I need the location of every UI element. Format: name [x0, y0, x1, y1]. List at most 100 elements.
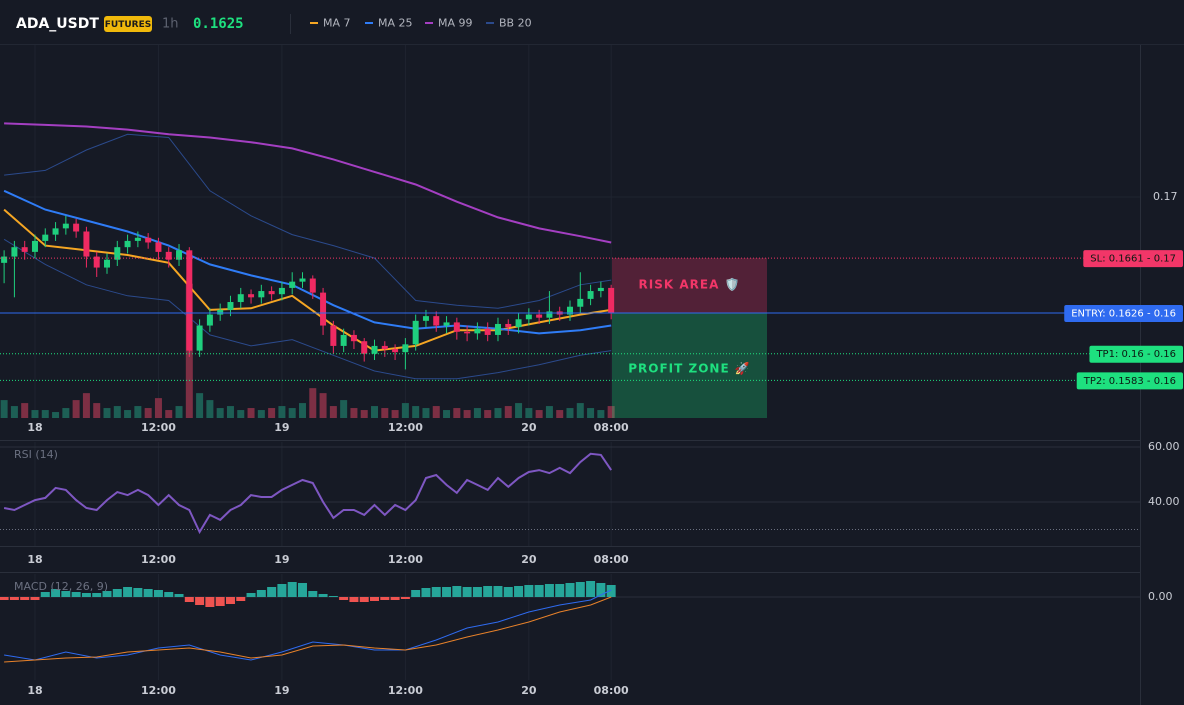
histogram-bar — [555, 584, 565, 597]
histogram-bar — [143, 589, 153, 597]
candle-body — [206, 314, 213, 326]
histogram-bar — [92, 593, 102, 597]
histogram-bar — [586, 581, 596, 597]
histogram-bar — [267, 587, 277, 597]
volume-bar — [0, 400, 8, 418]
histogram-bar — [483, 586, 493, 597]
x-tick-label: 18 — [27, 684, 42, 697]
histogram-bar — [205, 597, 215, 607]
candle-body — [464, 331, 471, 334]
histogram-bar — [462, 587, 472, 597]
histogram-bar — [431, 587, 441, 597]
volume-bar — [113, 406, 121, 418]
symbol: ADA_USDT — [16, 16, 99, 32]
candle-body — [525, 314, 532, 320]
candle-body — [278, 287, 285, 295]
volume-bar — [226, 406, 234, 418]
candle-body — [392, 349, 399, 353]
candle-body — [42, 234, 49, 241]
volume-bar — [196, 393, 204, 418]
candle-body — [52, 228, 59, 235]
candle-body — [124, 240, 131, 248]
x-tick-label: 19 — [274, 684, 289, 697]
histogram-bar — [102, 591, 112, 597]
volume-bar — [422, 408, 430, 418]
histogram-bar — [308, 591, 318, 597]
x-tick-label: 12:00 — [388, 421, 423, 434]
candle-body — [145, 237, 152, 243]
volume-bar — [443, 410, 451, 418]
x-tick-label: 18 — [27, 421, 42, 434]
y-tick-label: 0.17 — [1153, 190, 1178, 203]
histogram-bar — [339, 597, 349, 600]
histogram-bar — [534, 585, 544, 597]
histogram-bar — [421, 588, 431, 597]
volume-bar — [278, 406, 286, 418]
level-label-bg — [1089, 345, 1183, 363]
volume-bar — [175, 406, 183, 418]
candle-body — [494, 323, 501, 335]
histogram-bar — [225, 597, 235, 604]
legend-label: MA 7 — [323, 17, 351, 30]
candle-body — [237, 294, 244, 303]
histogram-bar — [359, 597, 369, 602]
x-tick-label: 12:00 — [141, 553, 176, 566]
volume-bar — [525, 408, 533, 418]
candle-body — [474, 328, 481, 334]
candle-body — [309, 278, 316, 293]
histogram-bar — [606, 585, 616, 597]
volume-bar — [515, 403, 523, 418]
x-tick-label: 18 — [27, 553, 42, 566]
x-tick-label: 12:00 — [388, 553, 423, 566]
volume-bar — [566, 408, 574, 418]
volume-bar — [237, 410, 245, 418]
volume-bar — [134, 406, 142, 418]
level-label: ENTRY: 0.1626 - 0.16 — [1071, 308, 1176, 319]
histogram-bar — [411, 590, 421, 597]
legend-label: BB 20 — [499, 17, 532, 30]
candle-body — [350, 334, 357, 342]
volume-bar — [62, 408, 70, 418]
volume-bar — [103, 408, 111, 418]
histogram-bar — [318, 594, 328, 597]
volume-bar — [124, 410, 132, 418]
volume-bar — [607, 406, 615, 418]
candle-body — [248, 294, 255, 298]
histogram-bar — [9, 597, 19, 600]
volume-bar — [154, 398, 162, 418]
y-tick-label: 60.00 — [1148, 440, 1180, 453]
candle-body — [83, 231, 90, 257]
histogram-bar — [112, 589, 122, 597]
volume-bar — [391, 410, 399, 418]
histogram-bar — [544, 584, 554, 597]
level-label-bg — [1076, 372, 1183, 390]
histogram-bar — [287, 582, 297, 597]
histogram-bar — [184, 597, 194, 602]
candle-body — [330, 325, 337, 346]
histogram-bar — [81, 593, 91, 597]
volume-bar — [216, 408, 224, 418]
x-tick-label: 08:00 — [594, 421, 629, 434]
candle-body — [299, 278, 306, 282]
volume-bar — [206, 400, 214, 418]
zone — [612, 258, 767, 313]
volume-bar — [412, 406, 420, 418]
volume-bar — [41, 410, 49, 418]
volume-bar — [257, 410, 265, 418]
candle-body — [433, 316, 440, 326]
candle-body — [134, 237, 141, 241]
candle-body — [608, 287, 615, 313]
histogram-bar — [236, 597, 246, 601]
candle-body — [505, 323, 512, 328]
badge-bg — [104, 16, 152, 32]
histogram-bar — [400, 597, 410, 599]
candle-body — [546, 311, 553, 318]
candle-body — [165, 251, 172, 260]
volume-bar — [268, 408, 276, 418]
candle-body — [176, 250, 183, 260]
histogram-bar — [133, 588, 143, 597]
volume-bar — [535, 410, 543, 418]
volume-bar — [494, 408, 502, 418]
volume-bar — [371, 406, 379, 418]
histogram-bar — [565, 583, 575, 597]
